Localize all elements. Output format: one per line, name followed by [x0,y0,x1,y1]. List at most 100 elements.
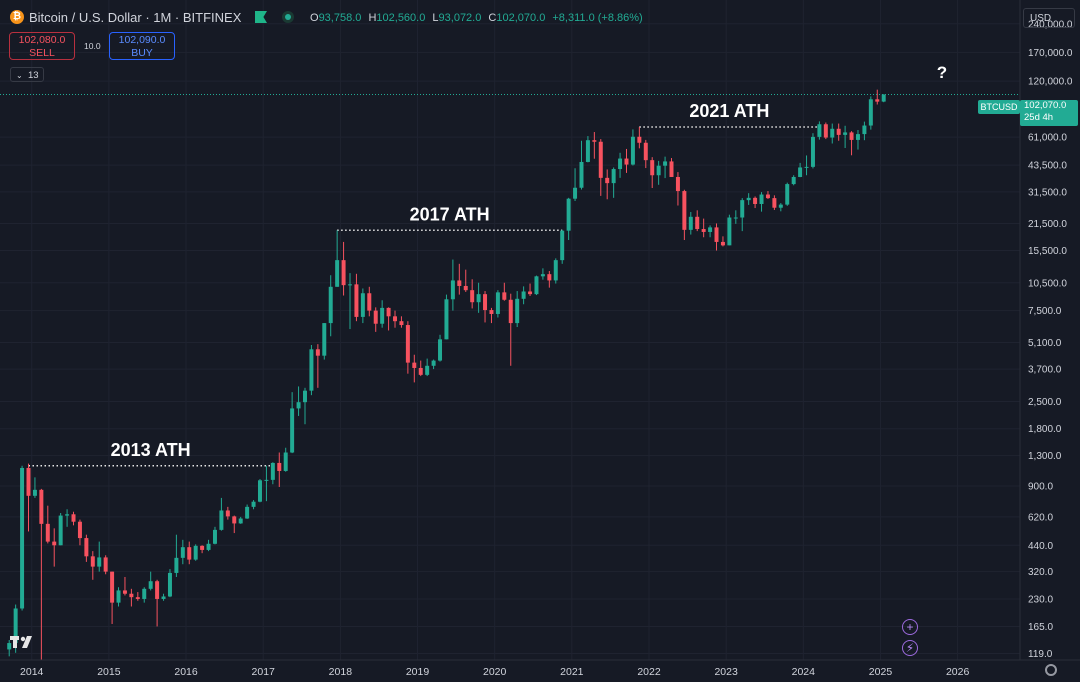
candle-body [225,510,230,517]
candle-body [264,479,269,481]
market-status-icon[interactable] [282,11,294,23]
time-axis[interactable]: 2014 2015 2016 2017 2018 2019 2020 2021 2022 2023… [0,659,1080,678]
candle-body [444,299,449,340]
candle-body [200,545,205,550]
candle-body [232,516,237,524]
chevron-down-icon: ⌄ [16,71,23,80]
chart-header: ₿ Bitcoin / U.S. Dollar · 1M · BITFINEX … [0,0,1020,34]
price-axis-tick-label: 320.0 [1028,567,1053,578]
candle-body [32,489,37,496]
candle-body [868,99,873,126]
ohlc-high-value: 102,560.0 [376,12,426,24]
candle-body [97,557,102,567]
candle-body [399,321,404,326]
candle-body [26,467,31,496]
candle-body [122,590,127,594]
candle-body [290,408,295,453]
candle-body [875,99,880,102]
ath-annotations: 2013 ATH 2017 ATH 2021 ATH [28,101,820,467]
candle-body [624,158,629,165]
candle-body [772,198,777,208]
candle-body [605,177,610,184]
time-axis-tick-label: 2015 [97,666,121,678]
last-price-tag: 102,070.0 25d 4h [1020,100,1078,126]
candle-body [77,521,82,539]
time-axis-tick-label: 2014 [20,666,44,678]
candle-body [103,557,108,572]
candle-body [7,643,12,650]
candle-body [682,191,687,230]
candle-body [495,292,500,314]
ath-label: 2013 ATH [111,440,191,460]
candle-body [695,216,700,230]
candle-body [528,291,533,295]
indicators-count: 13 [28,70,39,81]
candle-body [618,158,623,170]
indicators-toggle[interactable]: ⌄ 13 [10,67,44,82]
candle-body [849,132,854,140]
candle-body [733,217,738,219]
candle-body [174,557,179,573]
ohlc-change-value: +8,311.0 (+8.86%) [552,12,643,24]
candle-body [348,284,352,286]
bar-countdown: 25d 4h [1024,112,1054,123]
time-axis-tick-label: 2022 [637,666,661,678]
time-axis-tick-label: 2021 [560,666,584,678]
candle-body [804,166,809,168]
candle-body [836,128,841,135]
candle-body [585,140,590,162]
candle-body [650,160,655,176]
candle-body [212,529,217,544]
candle-body [20,467,25,609]
symbol-title[interactable]: Bitcoin / U.S. Dollar · 1M · BITFINEX [29,10,242,25]
price-axis-tick-label: 440.0 [1028,541,1053,552]
candle-body [187,547,192,560]
time-axis-tick-label: 2020 [483,666,507,678]
time-axis-tick-label: 2026 [946,666,970,678]
lightning-icon[interactable]: ⚡ [902,640,918,656]
flag-icon[interactable] [255,11,267,23]
bitcoin-logo-icon: ₿ [10,10,24,24]
candle-body [52,541,57,546]
candle-body [193,545,198,560]
candle-body [393,316,398,322]
currency-selector[interactable]: USD [1023,8,1075,28]
price-axis-tick-label: 620.0 [1028,512,1053,523]
candle-body [791,176,796,185]
candlestick-series [7,89,886,660]
candle-body [457,280,462,286]
gear-icon[interactable] [1045,664,1057,676]
candle-body [257,480,262,502]
candle-body [643,142,648,161]
candle-body [116,590,121,603]
candle-body [161,596,166,599]
candle-body [142,588,147,599]
last-price-value: 102,070.0 [1024,100,1067,111]
sell-price: 102,080.0 [18,34,66,46]
candle-body [508,299,513,324]
tradingview-logo-icon[interactable] [10,632,40,652]
ath-label: 2021 ATH [689,101,769,121]
plus-icon[interactable]: + [902,619,918,635]
candle-body [296,402,301,409]
price-axis-tick-label: 1,300.0 [1028,451,1062,462]
price-axis[interactable]: 240,000.0 170,000.0 120,000.0 61,000.0 43,50… [1028,19,1073,660]
buy-button[interactable]: 102,090.0 BUY [109,32,175,60]
candle-body [740,200,745,218]
price-axis-tick-label: 61,000.0 [1028,133,1067,144]
candle-body [592,140,597,142]
candle-body [688,216,693,230]
price-axis-tick-label: 170,000.0 [1028,48,1073,59]
candle-body [148,581,153,589]
candle-body [39,489,44,524]
candle-body [573,187,578,199]
tradingview-logo-shape [10,636,32,648]
time-axis-tick-label: 2019 [406,666,430,678]
candle-body [720,241,725,246]
candle-body [463,285,468,291]
candle-body [335,260,340,287]
candle-body [322,323,327,356]
sell-button[interactable]: 102,080.0 SELL [9,32,75,60]
